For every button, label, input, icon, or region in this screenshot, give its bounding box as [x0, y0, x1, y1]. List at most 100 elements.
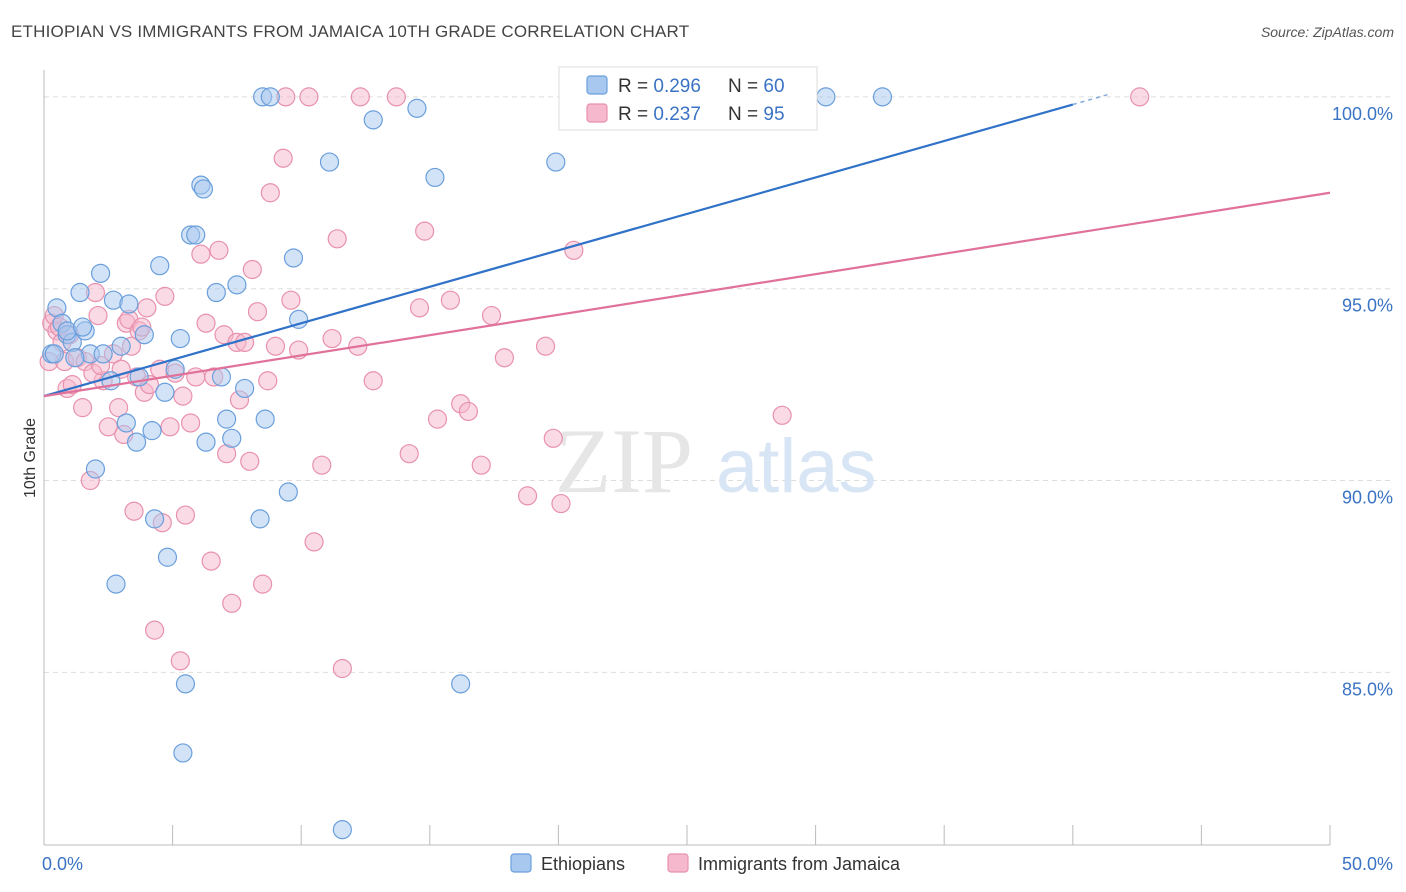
ethiopians-point	[332, 820, 352, 840]
source-label: Source: ZipAtlas.com	[1260, 24, 1394, 40]
jamaica-point	[98, 417, 118, 437]
ethiopians-point	[142, 421, 162, 441]
jamaica-point	[543, 428, 563, 448]
svg-text:N = 60: N = 60	[728, 76, 785, 97]
jamaica-point	[258, 371, 278, 391]
ethiopians-point	[170, 328, 190, 349]
jamaica-point	[386, 87, 406, 107]
jamaica-point	[322, 328, 342, 349]
jamaica-point	[253, 574, 273, 594]
jamaica-point	[175, 505, 196, 525]
ethiopians-point	[206, 282, 226, 303]
y-tick-label: 90.0%	[1342, 488, 1393, 508]
ethiopians-point	[289, 309, 309, 329]
ethiopians-point	[451, 674, 471, 694]
jamaica-point	[196, 313, 216, 333]
jamaica-point	[191, 244, 211, 264]
jamaica-point	[427, 409, 448, 429]
jamaica-point	[327, 229, 347, 249]
jamaica-point	[222, 593, 242, 613]
x-max-label: 50.0%	[1342, 854, 1393, 874]
legend-ethiopians-label: Ethiopians	[541, 854, 625, 874]
jamaica-point	[181, 413, 201, 433]
svg-text:N = 95: N = 95	[728, 104, 785, 125]
jamaica-point	[108, 398, 129, 418]
jamaica-point	[240, 451, 260, 471]
jamaica-point	[242, 259, 262, 280]
jamaica-point	[312, 455, 332, 475]
jamaica-point	[440, 290, 460, 310]
jamaica-point	[494, 348, 514, 368]
svg-text:R = 0.296: R = 0.296	[618, 76, 701, 97]
ethiopians-point	[193, 179, 214, 199]
ethiopians-point	[134, 325, 154, 345]
ethiopians-point	[116, 413, 136, 433]
ethiopians-point	[111, 336, 131, 356]
jamaica-point	[247, 302, 268, 322]
legend-jamaica-label: Immigrants from Jamaica	[698, 854, 901, 874]
jamaica-point	[350, 87, 370, 107]
n-value-pink: 95	[763, 104, 784, 125]
legend-swatch-pink	[586, 103, 608, 123]
jamaica-point	[209, 240, 229, 260]
n-label-blue: N =	[728, 76, 763, 97]
jamaica-point	[517, 486, 538, 506]
r-label-pink: R =	[618, 104, 653, 125]
ethiopians-point	[235, 378, 255, 399]
n-value-blue: 60	[763, 76, 784, 97]
bottom-legend: Ethiopians Immigrants from Jamaica	[510, 853, 901, 874]
ethiopians-point	[70, 282, 90, 303]
ethiopians-point	[119, 294, 139, 314]
jamaica-point	[471, 455, 491, 475]
ethiopians-point	[106, 574, 126, 594]
ethiopians-point	[407, 98, 427, 118]
ethiopians-point	[144, 509, 165, 529]
ethiopians-point	[319, 152, 340, 172]
y-axis-title: 10th Grade	[22, 418, 39, 498]
jamaica-point	[551, 493, 571, 514]
jamaica-point	[260, 183, 280, 203]
jamaica-point	[415, 221, 435, 241]
jamaica-point	[201, 551, 221, 571]
jamaica-point	[409, 298, 430, 318]
stats-legend: R = 0.296 N = 60 R = 0.237 N = 95	[558, 66, 818, 131]
ethiopians-point	[425, 167, 445, 188]
ethiopians-point	[155, 382, 175, 402]
jamaica-point	[160, 417, 180, 437]
ethiopians-point	[173, 743, 193, 763]
ethiopians-point	[72, 317, 93, 337]
jamaica-point	[265, 336, 286, 356]
ethiopians-point	[150, 256, 170, 276]
ethiopians-trend-extension	[1072, 92, 1112, 106]
ethiopians-point	[260, 87, 280, 107]
jamaica-point	[564, 240, 584, 260]
r-value-pink: 0.237	[653, 104, 701, 125]
jamaica-trend-line	[43, 191, 1331, 398]
legend-jamaica-swatch	[667, 853, 689, 873]
jamaica-point	[144, 620, 165, 640]
jamaica-point	[332, 658, 352, 679]
ethiopians-point	[283, 248, 304, 268]
svg-text:R = 0.237: R = 0.237	[618, 104, 701, 125]
jamaica-point	[772, 405, 792, 425]
jamaica-point	[137, 298, 157, 318]
ethiopians-point	[65, 348, 85, 368]
jamaica-point	[281, 290, 301, 310]
ethiopians-point	[250, 509, 270, 529]
legend-swatch-blue	[586, 75, 608, 95]
jamaica-point	[399, 444, 419, 464]
jamaica-point	[458, 401, 478, 422]
ethiopians-point	[255, 409, 275, 429]
legend-ethiopians-swatch	[510, 853, 532, 873]
series-ethiopians-points	[42, 87, 893, 840]
jamaica-point	[124, 501, 144, 521]
trend-lines	[43, 92, 1331, 398]
jamaica-point	[481, 305, 502, 326]
ethiopians-point	[175, 674, 196, 694]
jamaica-point	[235, 332, 255, 353]
ethiopians-point	[93, 344, 113, 364]
ethiopians-point	[872, 87, 893, 107]
jamaica-point	[88, 305, 108, 326]
ethiopians-point	[157, 547, 178, 567]
